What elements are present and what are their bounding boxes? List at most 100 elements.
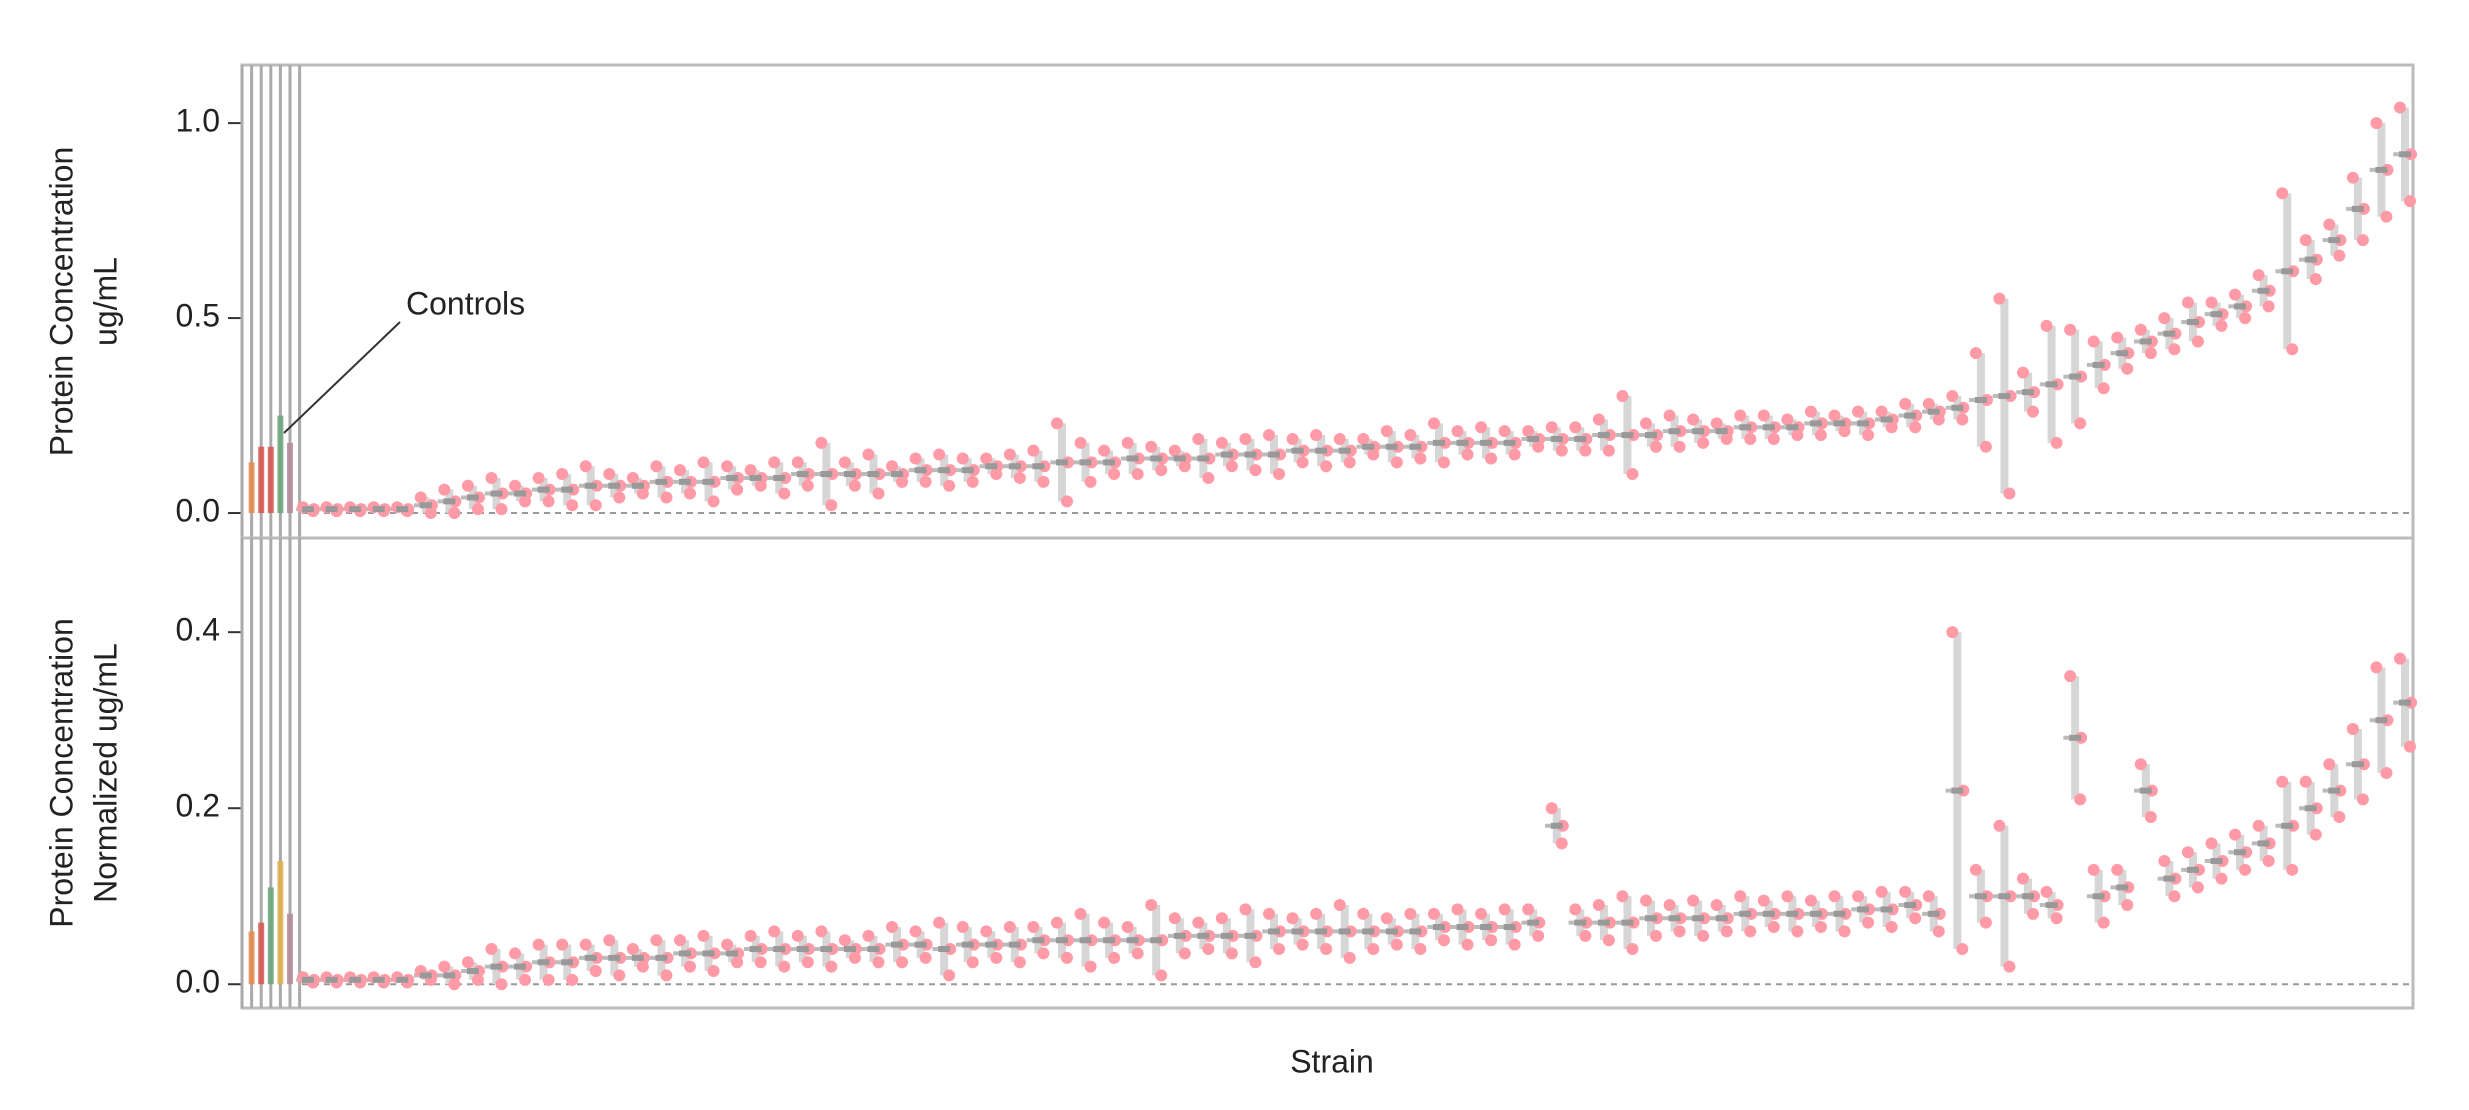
replicate-point: [542, 495, 555, 508]
replicate-point: [707, 965, 720, 978]
replicate-point: [1414, 452, 1427, 465]
mean-tick: [773, 474, 786, 481]
mean-tick: [1032, 463, 1045, 470]
mean-tick: [1315, 928, 1328, 935]
mean-tick: [2304, 805, 2317, 812]
replicate-point: [471, 503, 484, 516]
replicate-point: [1663, 409, 1676, 422]
mean-tick: [2399, 699, 2411, 706]
replicate-point: [1296, 456, 1309, 469]
mean-tick: [678, 478, 691, 485]
control-bar: [287, 913, 293, 985]
mean-tick: [1574, 919, 1587, 926]
mean-tick: [1456, 924, 1469, 931]
mean-tick: [1008, 463, 1021, 470]
replicate-point: [1744, 432, 1757, 445]
replicate-point: [1814, 921, 1827, 934]
replicate-point: [2276, 775, 2289, 788]
mean-tick: [2304, 256, 2317, 263]
replicate-point: [1791, 925, 1804, 938]
mean-tick: [1032, 937, 1045, 944]
replicate-point: [1320, 460, 1333, 473]
mean-tick: [2375, 166, 2388, 173]
replicate-point: [2370, 117, 2383, 130]
replicate-point: [566, 499, 579, 512]
mean-tick: [749, 946, 762, 953]
replicate-point: [556, 938, 569, 951]
mean-tick: [302, 506, 314, 513]
replicate-point: [2333, 811, 2346, 824]
mean-tick: [1857, 420, 1870, 427]
replicate-point: [2276, 187, 2289, 200]
mean-tick: [1927, 408, 1940, 415]
mean-tick: [655, 478, 668, 485]
replicate-point: [2323, 218, 2336, 231]
replicate-point: [1427, 417, 1440, 430]
mean-tick: [1668, 915, 1681, 922]
replicate-point: [1979, 916, 1992, 929]
replicate-point: [1037, 947, 1050, 960]
mean-tick: [490, 490, 503, 497]
mean-tick: [1362, 443, 1375, 450]
replicate-point: [2309, 273, 2322, 286]
replicate-point: [721, 938, 734, 951]
mean-tick: [443, 972, 456, 979]
mean-tick: [1409, 928, 1422, 935]
replicate-point: [2299, 234, 2312, 247]
mean-tick: [1645, 915, 1658, 922]
mean-tick: [1715, 428, 1728, 435]
replicate-point: [1734, 890, 1747, 903]
mean-tick: [867, 471, 880, 478]
mean-tick: [773, 946, 786, 953]
replicate-point: [673, 934, 686, 947]
replicate-point: [509, 479, 522, 492]
replicate-point: [1320, 943, 1333, 956]
mean-tick: [2281, 268, 2294, 275]
mean-tick: [1762, 424, 1775, 431]
replicate-point: [1545, 421, 1558, 434]
mean-tick: [820, 471, 833, 478]
replicate-point: [1602, 444, 1615, 457]
replicate-point: [1697, 929, 1710, 942]
replicate-point: [2050, 912, 2063, 925]
replicate-point: [872, 487, 885, 500]
mean-tick: [443, 498, 456, 505]
mean-tick: [1409, 443, 1422, 450]
replicate-point: [2158, 855, 2171, 868]
mean-tick: [608, 482, 621, 489]
y-axis-label: Normalized ug/mL: [87, 643, 123, 903]
mean-tick: [1880, 906, 1893, 913]
mean-tick: [2092, 893, 2105, 900]
replicate-point: [1932, 925, 1945, 938]
replicate-point: [1027, 921, 1040, 934]
replicate-point: [1108, 468, 1121, 481]
replicate-point: [1757, 409, 1770, 422]
mean-tick: [1150, 937, 1163, 944]
control-bar: [267, 446, 274, 514]
replicate-point: [697, 929, 710, 942]
replicate-point: [2191, 335, 2204, 348]
replicate-point: [1602, 934, 1615, 947]
replicate-point: [1461, 938, 1474, 951]
control-bar: [258, 922, 265, 985]
replicate-point: [2346, 171, 2359, 184]
replicate-point: [933, 448, 946, 461]
mean-tick: [726, 474, 739, 481]
replicate-point: [1037, 475, 1050, 488]
x-axis-label: Strain: [1290, 1043, 1374, 1079]
mean-tick: [1079, 937, 1092, 944]
mean-tick: [1574, 435, 1587, 442]
mean-tick: [1833, 910, 1846, 917]
replicate-point: [2168, 890, 2181, 903]
replicate-point: [1202, 943, 1215, 956]
replicate-point: [1804, 405, 1817, 418]
replicate-point: [697, 456, 710, 469]
replicate-point: [2040, 319, 2053, 332]
replicate-point: [448, 978, 461, 991]
replicate-point: [2205, 837, 2218, 850]
mean-tick: [1857, 906, 1870, 913]
replicate-point: [2380, 210, 2393, 223]
replicate-point: [1720, 925, 1733, 938]
mean-tick: [891, 941, 904, 948]
